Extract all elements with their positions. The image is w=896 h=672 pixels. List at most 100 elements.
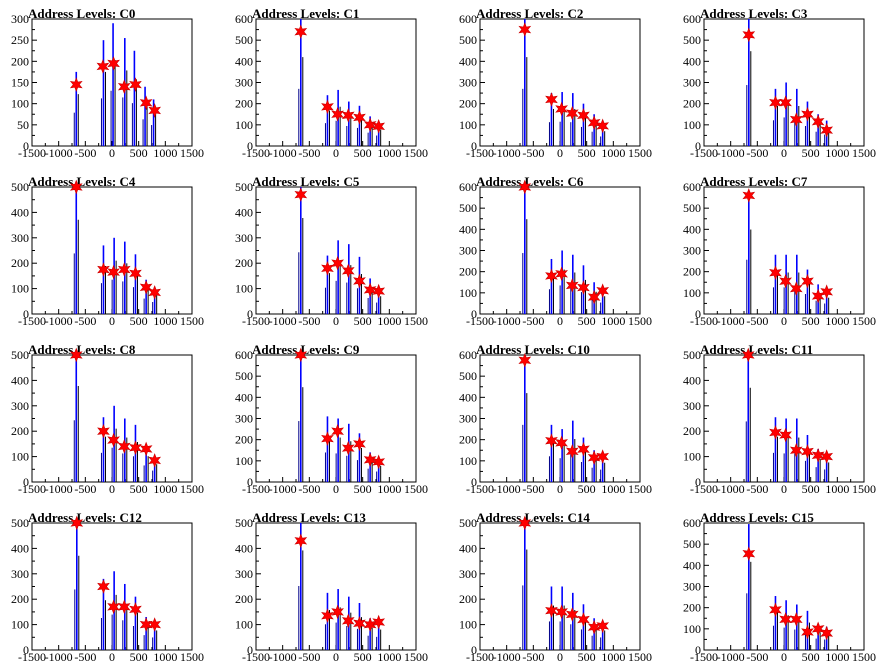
star-marker: [372, 118, 386, 134]
x-tick-label: 0: [333, 146, 339, 160]
y-tick-label: 0: [471, 307, 477, 321]
y-tick-label: 600: [683, 12, 701, 26]
y-tick-label: 200: [683, 601, 701, 615]
y-tick-label: 500: [11, 348, 29, 362]
y-tick-label: 400: [235, 541, 253, 555]
x-tick-label: -500: [74, 314, 96, 328]
y-tick-label: 500: [683, 33, 701, 47]
x-tick-label: 1000: [153, 146, 177, 160]
chart-panel-3: Address Levels: C3 0 100 200 300 400 500 600 -15…: [683, 6, 876, 160]
star-marker: [545, 92, 558, 107]
chart-panel-9: Address Levels: C9 0 100 200 300 400 500 600 -15…: [235, 342, 428, 496]
y-tick-label: 200: [11, 424, 29, 438]
star-marker: [779, 427, 792, 443]
star-marker: [107, 264, 120, 280]
y-tick-label: 600: [459, 12, 477, 26]
y-tick-label: 100: [235, 454, 253, 468]
y-tick-label: 400: [235, 390, 253, 404]
y-tick-label: 400: [459, 541, 477, 555]
y-tick-label: 500: [235, 180, 253, 194]
y-tick-label: 0: [471, 643, 477, 657]
y-tick-label: 100: [11, 97, 29, 111]
y-tick-label: 200: [235, 97, 253, 111]
y-tick-label: 400: [683, 54, 701, 68]
x-tick-label: -1500: [18, 650, 46, 664]
chart-panel-10: Address Levels: C10 0 100 200 300 400 500 600 -1…: [459, 342, 652, 496]
star-marker: [363, 452, 377, 468]
star-marker: [769, 602, 782, 618]
star-marker: [555, 604, 568, 620]
x-tick-label: 0: [109, 650, 115, 664]
x-tick-label: 1500: [628, 146, 652, 160]
chart-panel-7: Address Levels: C7 0 100 200 300 400 500 600 -15…: [683, 174, 876, 328]
x-tick-label: 1500: [404, 146, 428, 160]
x-tick-label: -1500: [18, 146, 46, 160]
x-tick-label: 500: [578, 146, 596, 160]
y-tick-label: 200: [11, 256, 29, 270]
x-tick-label: -500: [298, 650, 320, 664]
y-tick-label: 200: [235, 433, 253, 447]
y-tick-label: 200: [11, 54, 29, 68]
star-marker: [577, 280, 590, 295]
y-tick-label: 200: [683, 97, 701, 111]
plot-frame: [31, 18, 193, 147]
y-tick-label: 0: [23, 139, 29, 153]
chart-title: Address Levels: C1: [252, 6, 359, 21]
chart-title: Address Levels: C8: [28, 342, 136, 357]
x-tick-label: 1000: [825, 146, 849, 160]
y-tick-label: 300: [459, 244, 477, 258]
y-tick-label: 150: [11, 76, 29, 90]
x-tick-label: -1000: [45, 482, 73, 496]
y-tick-label: 300: [683, 580, 701, 594]
star-marker: [294, 347, 308, 363]
star-marker: [820, 625, 834, 641]
star-marker: [518, 179, 532, 195]
x-tick-label: -500: [746, 482, 768, 496]
star-marker: [518, 515, 532, 531]
y-tick-label: 400: [459, 54, 477, 68]
y-tick-label: 500: [459, 201, 477, 215]
x-tick-label: 500: [130, 146, 148, 160]
chart-title: Address Levels: C3: [700, 6, 808, 21]
y-tick-label: 100: [683, 450, 701, 464]
chart-title: Address Levels: C4: [28, 174, 136, 189]
star-marker: [148, 617, 162, 632]
x-tick-label: 1000: [825, 314, 849, 328]
x-tick-label: -1000: [45, 650, 73, 664]
y-tick-label: 0: [695, 643, 701, 657]
x-tick-label: 1000: [601, 146, 625, 160]
x-tick-label: -500: [74, 482, 96, 496]
x-tick-label: -1000: [493, 314, 521, 328]
star-marker: [331, 423, 344, 439]
star-marker: [341, 263, 355, 279]
star-marker: [97, 579, 110, 594]
x-tick-label: 500: [130, 650, 148, 664]
y-tick-label: 0: [247, 307, 253, 321]
y-tick-label: 100: [235, 118, 253, 132]
star-marker: [587, 115, 601, 131]
x-tick-label: -1000: [717, 482, 745, 496]
star-marker: [596, 283, 610, 299]
x-tick-label: 0: [781, 146, 787, 160]
star-marker: [96, 59, 110, 74]
x-tick-label: 500: [802, 650, 820, 664]
x-tick-label: 1000: [825, 482, 849, 496]
x-tick-label: 1000: [825, 650, 849, 664]
star-marker: [69, 77, 83, 92]
star-marker: [363, 117, 377, 133]
x-tick-label: 1500: [180, 314, 204, 328]
y-tick-label: 300: [683, 399, 701, 413]
star-marker: [789, 112, 803, 127]
y-tick-label: 300: [11, 231, 29, 245]
y-tick-label: 300: [235, 76, 253, 90]
chart-title: Address Levels: C2: [476, 6, 583, 21]
star-marker: [353, 615, 366, 631]
x-tick-label: -1000: [493, 146, 521, 160]
star-marker: [811, 114, 825, 129]
x-tick-label: 1500: [628, 482, 652, 496]
chart-title: Address Levels: C13: [252, 510, 366, 525]
y-tick-label: 100: [235, 282, 253, 296]
y-tick-label: 600: [459, 348, 477, 362]
x-tick-label: 1000: [377, 482, 401, 496]
